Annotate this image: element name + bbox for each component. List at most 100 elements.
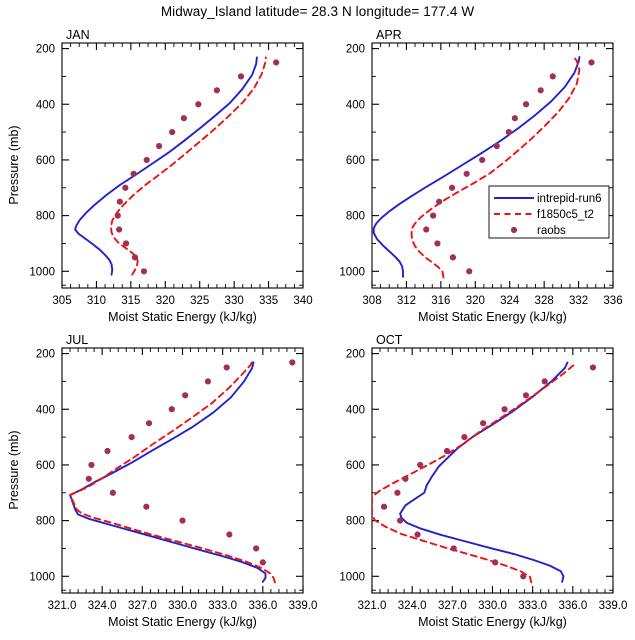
raobs-point <box>434 240 441 247</box>
y-axis-label: Pressure (mb) <box>7 125 21 204</box>
raobs-point <box>179 517 186 524</box>
f1850c5-line <box>410 56 581 279</box>
y-tick-label: 600 <box>346 460 365 472</box>
raobs-point <box>143 156 150 164</box>
raobs-point <box>479 156 486 164</box>
raobs-point <box>104 447 111 455</box>
intrepid-line <box>372 55 581 278</box>
x-tick-label: 308 <box>362 295 381 307</box>
y-tick-label: 600 <box>36 155 55 167</box>
x-tick-label: 339.0 <box>599 600 628 612</box>
y-tick-label: 1000 <box>29 571 55 583</box>
plot-frame <box>371 42 614 289</box>
x-tick-label: 321.0 <box>358 600 387 612</box>
y-tick-label: 1000 <box>339 571 365 583</box>
raobs-point <box>463 170 470 177</box>
raobs-point <box>549 73 556 80</box>
legend-label: f1850c5_t2 <box>537 209 594 221</box>
raobs-point <box>88 461 95 469</box>
x-tick-label: 327.0 <box>438 600 467 612</box>
raobs-point <box>423 226 430 233</box>
x-tick-label: 333.0 <box>518 600 547 612</box>
raobs-point <box>128 433 135 441</box>
raobs-point <box>417 461 424 469</box>
x-tick-label: 312 <box>397 295 416 307</box>
raobs-point <box>109 489 116 496</box>
raobs-point <box>140 268 148 275</box>
raobs-point <box>130 170 137 177</box>
y-tick-label: 400 <box>36 404 55 416</box>
x-tick-label: 315 <box>121 295 140 307</box>
f1850c5-line <box>372 360 577 584</box>
panel-jan: JAN 305 310 315 320 325 330 335 340 200 400 600 800 1… <box>29 28 312 324</box>
raobs-point <box>493 142 500 150</box>
y-tick-label: 200 <box>346 44 365 56</box>
x-tick-label: 336.0 <box>558 600 587 612</box>
intrepid-line <box>399 361 569 583</box>
x-tick-label: 320 <box>156 295 175 307</box>
panel-title-oct: OCT <box>376 333 403 347</box>
x-axis-label: Moist Static Energy (kJ/kg) <box>108 310 257 324</box>
y-tick-label: 200 <box>346 349 365 361</box>
x-tick-label: 330.0 <box>168 600 197 612</box>
raobs-point <box>430 212 437 219</box>
raobs-point <box>492 559 499 566</box>
x-tick-label: 324.0 <box>398 600 427 612</box>
raobs-point <box>402 475 409 482</box>
y-tick-label: 800 <box>346 211 365 223</box>
raobs-point <box>522 101 530 108</box>
raobs-point <box>273 59 280 66</box>
x-tick-label: 340 <box>293 295 312 307</box>
y-tick-label: 800 <box>36 516 55 528</box>
raobs-point <box>85 475 92 482</box>
raobs-point <box>122 184 129 191</box>
raobs-point <box>116 198 123 205</box>
y-tick-label: 200 <box>36 349 55 361</box>
data-layer <box>372 360 597 584</box>
x-tick-label: 325 <box>190 295 209 307</box>
x-tick-label: 339.0 <box>289 600 318 612</box>
x-tick-label: 332 <box>569 295 588 307</box>
raobs-point <box>116 226 123 233</box>
y-tick-label: 800 <box>346 516 365 528</box>
plot-frame <box>371 347 614 594</box>
raobs-point <box>505 128 512 136</box>
panel-title-jan: JAN <box>66 28 90 42</box>
intrepid-line <box>69 361 267 583</box>
f1850c5-line <box>69 360 276 584</box>
y-tick-label: 400 <box>346 99 365 111</box>
raobs-point <box>480 420 487 427</box>
x-tick-label: 330 <box>225 295 244 307</box>
raobs-point <box>522 392 530 399</box>
raobs-point <box>213 87 221 94</box>
plot-frame <box>61 42 304 289</box>
data-layer <box>69 359 296 584</box>
raobs-point <box>259 559 266 566</box>
x-tick-label: 324.0 <box>88 600 117 612</box>
raobs-point <box>448 184 456 191</box>
plot-frame <box>61 347 304 594</box>
y-tick-label: 600 <box>36 460 55 472</box>
y-tick-label: 600 <box>346 155 365 167</box>
raobs-point <box>443 447 451 455</box>
y-tick-label: 400 <box>36 99 55 111</box>
panel-oct: OCT 321.0 324.0 327.0 330.0 333.0 336.0 339.0 20… <box>339 333 627 629</box>
x-tick-label: 336 <box>603 295 622 307</box>
x-tick-label: 333.0 <box>208 600 237 612</box>
x-tick-label: 336.0 <box>248 600 277 612</box>
raobs-point <box>237 73 245 80</box>
raobs-point <box>537 87 544 94</box>
raobs-point <box>461 433 468 441</box>
raobs-point <box>588 59 595 66</box>
raobs-point <box>131 254 139 261</box>
raobs-point <box>155 142 163 150</box>
raobs-point <box>380 503 388 510</box>
legend-swatch-raobs <box>510 226 518 234</box>
raobs-point <box>226 531 233 538</box>
raobs-point <box>541 378 548 385</box>
x-tick-label: 310 <box>87 295 106 307</box>
y-tick-label: 1000 <box>339 266 365 278</box>
raobs-point <box>168 406 175 413</box>
